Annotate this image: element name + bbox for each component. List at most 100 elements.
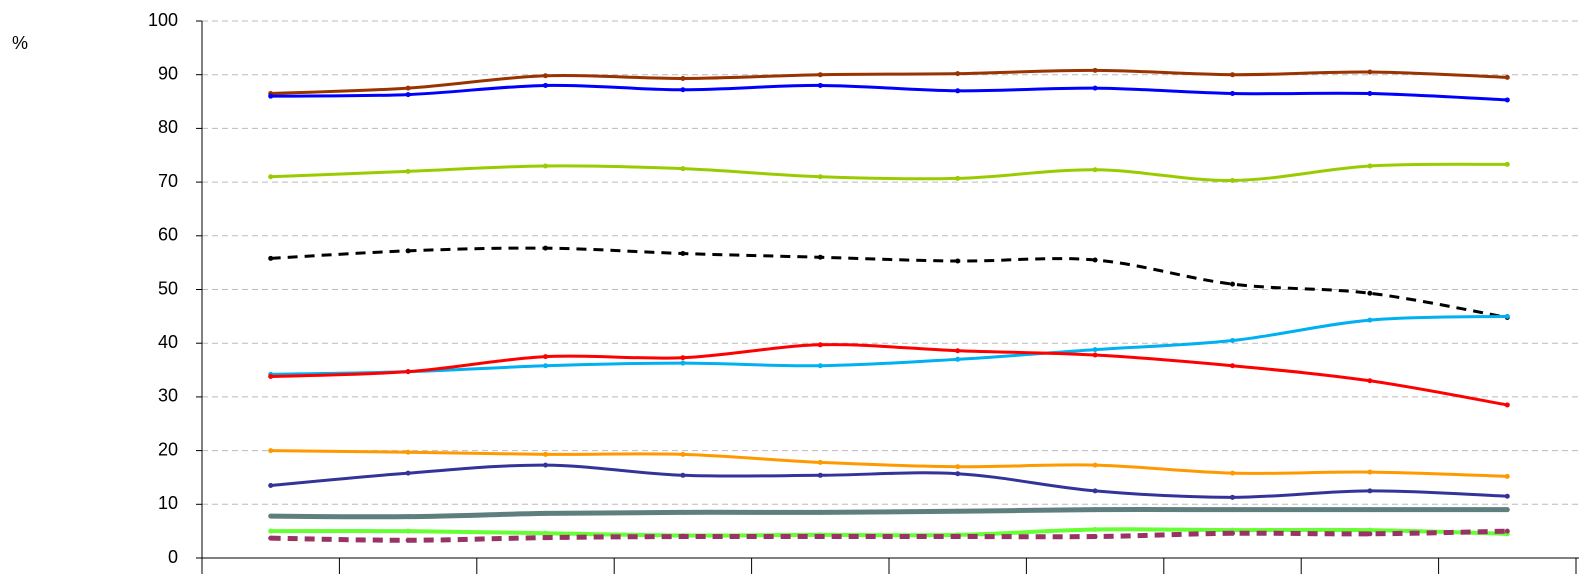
point-marker [405,168,411,174]
series-line [270,162,1508,182]
point-marker [680,472,686,478]
y-tick-label: 40 [158,332,178,352]
point-marker [1230,90,1235,96]
point-marker [955,71,961,77]
y-tick-label: 20 [158,439,178,459]
point-marker [405,537,411,543]
series-line [270,68,1508,95]
point-marker [1092,462,1098,468]
series-line [270,343,1508,407]
point-marker [543,363,548,369]
point-marker [680,360,686,366]
point-marker [680,509,686,515]
y-tick-label: 80 [158,117,178,137]
series-line [270,314,1508,376]
point-marker [817,534,823,540]
point-marker [817,363,823,369]
point-marker [1367,378,1373,384]
point-marker [405,85,411,91]
point-marker [1367,527,1373,533]
point-marker [543,530,548,536]
point-marker [405,248,411,254]
point-marker [1504,74,1510,80]
point-marker [1230,507,1235,513]
point-marker [1367,90,1373,96]
point-marker [543,245,548,251]
point-marker [1230,338,1235,344]
y-tick-label: 0 [168,547,178,567]
point-marker [1092,534,1098,540]
point-marker [1230,530,1235,536]
point-marker [1230,363,1235,369]
series-line [270,528,1508,543]
point-marker [543,535,548,541]
series-line [270,449,1508,478]
point-marker [955,534,961,540]
point-marker [405,92,411,98]
y-tick-label: 50 [158,278,178,298]
point-marker [1367,290,1373,296]
point-marker [1230,494,1235,500]
point-marker [817,82,823,88]
point-marker [543,354,548,360]
point-marker [405,449,411,455]
point-marker [1092,257,1098,263]
series-line [270,507,1508,520]
point-marker [1367,317,1373,323]
point-marker [268,513,274,519]
point-marker [817,254,823,260]
point-marker [1367,163,1373,169]
point-marker [817,472,823,478]
point-marker [1092,85,1098,91]
series-line [270,246,1508,319]
point-marker [543,462,548,468]
point-marker [955,175,961,181]
point-marker [1230,72,1235,78]
point-marker [680,534,686,540]
point-marker [1504,97,1510,103]
point-marker [268,483,274,489]
point-marker [405,528,411,534]
point-marker [1092,488,1098,494]
point-marker [817,72,823,78]
point-marker [955,508,961,514]
point-marker [268,535,274,541]
series-line [270,83,1508,102]
point-marker [1092,347,1098,353]
point-marker [1092,527,1098,533]
y-tick-label: 100 [148,10,178,30]
point-marker [543,451,548,457]
point-marker [955,464,961,470]
point-marker [680,251,686,257]
point-marker [1504,402,1510,408]
point-marker [1367,488,1373,494]
point-marker [1092,67,1098,73]
point-marker [543,163,548,169]
point-marker [1504,507,1510,513]
point-marker [1367,69,1373,75]
point-marker [268,93,274,99]
point-marker [955,471,961,477]
point-marker [1230,470,1235,476]
point-marker [405,369,411,375]
point-marker [543,73,548,79]
point-marker [955,356,961,362]
point-marker [1092,167,1098,173]
point-marker [268,255,274,261]
y-tick-label: 30 [158,386,178,406]
point-marker [543,510,548,516]
y-tick-label: 10 [158,493,178,513]
point-marker [405,514,411,520]
point-marker [1504,493,1510,499]
y-tick-label: 90 [158,63,178,83]
point-marker [680,87,686,93]
point-marker [680,75,686,81]
point-marker [817,174,823,180]
point-marker [680,166,686,172]
y-axis-label: % [12,33,28,53]
point-marker [817,459,823,465]
point-marker [1230,281,1235,287]
y-tick-label: 60 [158,225,178,245]
point-marker [1092,352,1098,358]
